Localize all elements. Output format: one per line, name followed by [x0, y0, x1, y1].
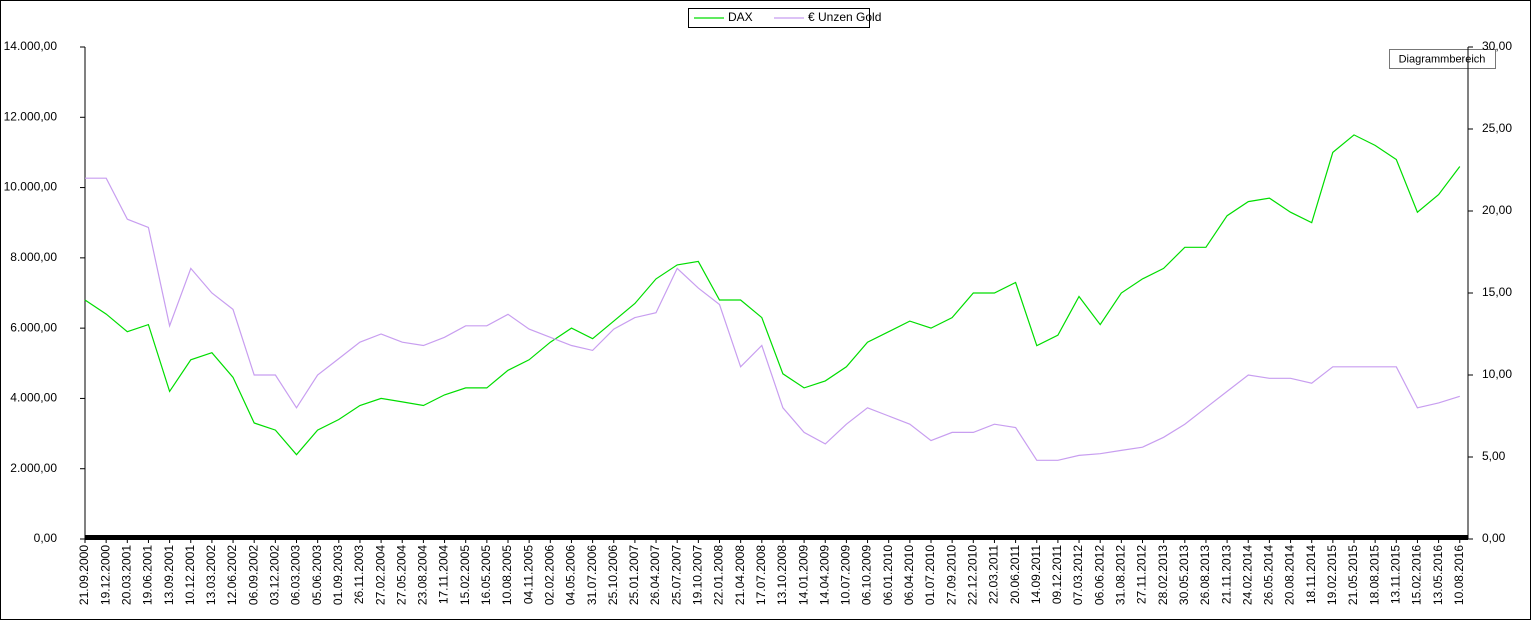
y2-tick-label: 20,00 [1482, 203, 1512, 217]
y-tick-label: 2.000,00 [10, 461, 57, 475]
legend: DAX € Unzen Gold [688, 8, 881, 28]
x-tick-label: 14.09.2011 [1029, 545, 1043, 604]
x-tick-label: 13.05.2016 [1431, 545, 1445, 605]
x-tick-label: 22.03.2011 [987, 545, 1001, 604]
x-tick-label: 13.10.2008 [775, 545, 789, 605]
x-tick-label: 18.11.2014 [1304, 545, 1318, 604]
x-tick-label: 26.11.2003 [352, 545, 366, 604]
x-tick-label: 12.06.2002 [225, 545, 239, 605]
x-tick-label: 06.04.2010 [902, 545, 916, 605]
x-tick-label: 03.12.2002 [268, 545, 282, 605]
x-tick-label: 10.12.2001 [183, 545, 197, 605]
x-tick-label: 25.10.2006 [606, 545, 620, 605]
x-tick-label: 15.02.2005 [458, 545, 472, 605]
x-tick-label: 22.12.2010 [965, 545, 979, 605]
legend-label: € Unzen Gold [808, 10, 881, 24]
x-tick-label: 24.02.2014 [1240, 545, 1254, 605]
x-tick-label: 20.06.2011 [1008, 545, 1022, 604]
x-tick-label: 28.02.2013 [1156, 545, 1170, 605]
tooltip: Diagrammbereich [1399, 53, 1486, 65]
legend-label: DAX [728, 10, 753, 24]
x-tick-label: 25.07.2007 [669, 545, 683, 605]
x-tick-label: 10.08.2005 [500, 545, 514, 605]
y-tick-label: 6.000,00 [10, 320, 57, 334]
x-tick-label: 10.08.2016 [1452, 545, 1466, 605]
x-tick-label: 21.09.2000 [77, 545, 91, 605]
y-tick-label: 14.000,00 [4, 39, 58, 53]
x-tick-label: 13.11.2015 [1388, 545, 1402, 604]
y2-tick-label: 30,00 [1482, 39, 1512, 53]
x-tick-label: 06.10.2009 [860, 545, 874, 605]
x-tick-label: 19.06.2001 [141, 545, 155, 605]
y-tick-label: 4.000,00 [10, 391, 57, 405]
x-tick-label: 01.07.2010 [923, 545, 937, 605]
x-tick-label: 21.11.2013 [1219, 545, 1233, 604]
x-tick-label: 23.08.2004 [416, 545, 430, 605]
x-tick-label: 14.01.2009 [796, 545, 810, 605]
x-tick-label: 14.04.2009 [817, 545, 831, 605]
x-tick-label: 17.11.2004 [437, 545, 451, 604]
x-tick-label: 07.03.2012 [1071, 545, 1085, 605]
x-tick-label: 06.01.2010 [881, 545, 895, 605]
x-tick-label: 16.05.2005 [479, 545, 493, 605]
x-tick-label: 21.05.2015 [1346, 545, 1360, 605]
x-tick-label: 13.03.2002 [204, 545, 218, 605]
y2-tick-label: 15,00 [1482, 285, 1512, 299]
y-tick-label: 0,00 [34, 531, 58, 545]
x-tick-label: 02.02.2006 [542, 545, 556, 605]
x-tick-label: 27.02.2004 [373, 545, 387, 605]
tooltip-box [1389, 49, 1496, 69]
x-tick-label: 01.09.2003 [331, 545, 345, 605]
x-tick-label: 04.11.2005 [521, 545, 535, 604]
x-tick-label: 20.08.2014 [1283, 545, 1297, 605]
x-tick-label: 31.08.2012 [1114, 545, 1128, 605]
x-tick-label: 10.07.2009 [839, 545, 853, 605]
x-tick-label: 13.09.2001 [162, 545, 176, 605]
x-tick-label: 18.08.2015 [1367, 545, 1381, 605]
y2-tick-label: 0,00 [1482, 531, 1506, 545]
series-line [85, 177, 1460, 461]
x-tick-label: 26.04.2007 [648, 545, 662, 605]
x-tick-label: 06.09.2002 [246, 545, 260, 605]
x-tick-label: 30.05.2013 [1177, 545, 1191, 605]
x-tick-label: 06.06.2012 [1092, 545, 1106, 605]
x-tick-label: 20.03.2001 [119, 545, 133, 605]
x-tick-label: 26.05.2014 [1262, 545, 1276, 605]
x-tick-label: 21.04.2008 [733, 545, 747, 605]
x-axis [85, 535, 1468, 540]
x-tick-label: 27.11.2012 [1135, 545, 1149, 604]
x-tick-label: 31.07.2006 [585, 545, 599, 605]
x-tick-label: 25.01.2007 [627, 545, 641, 605]
y-tick-label: 10.000,00 [4, 180, 58, 194]
series-line [84, 134, 1461, 456]
x-tick-label: 22.01.2008 [712, 545, 726, 605]
y-tick-label: 12.000,00 [4, 109, 58, 123]
x-tick-label: 19.10.2007 [691, 545, 705, 605]
x-tick-label: 19.02.2015 [1325, 545, 1339, 605]
y2-tick-label: 10,00 [1482, 367, 1512, 381]
x-tick-label: 17.07.2008 [754, 545, 768, 605]
x-tick-label: 06.03.2003 [289, 545, 303, 605]
x-tick-label: 05.06.2003 [310, 545, 324, 605]
x-tick-label: 09.12.2011 [1050, 545, 1064, 604]
x-tick-label: 27.09.2010 [944, 545, 958, 605]
x-tick-label: 04.05.2006 [564, 545, 578, 605]
x-tick-label: 19.12.2000 [98, 545, 112, 605]
y2-tick-label: 5,00 [1482, 449, 1506, 463]
y2-tick-label: 25,00 [1482, 121, 1512, 135]
y-tick-label: 8.000,00 [10, 250, 57, 264]
x-tick-label: 15.02.2016 [1410, 545, 1424, 605]
x-tick-label: 26.08.2013 [1198, 545, 1212, 605]
x-tick-label: 27.05.2004 [394, 545, 408, 605]
